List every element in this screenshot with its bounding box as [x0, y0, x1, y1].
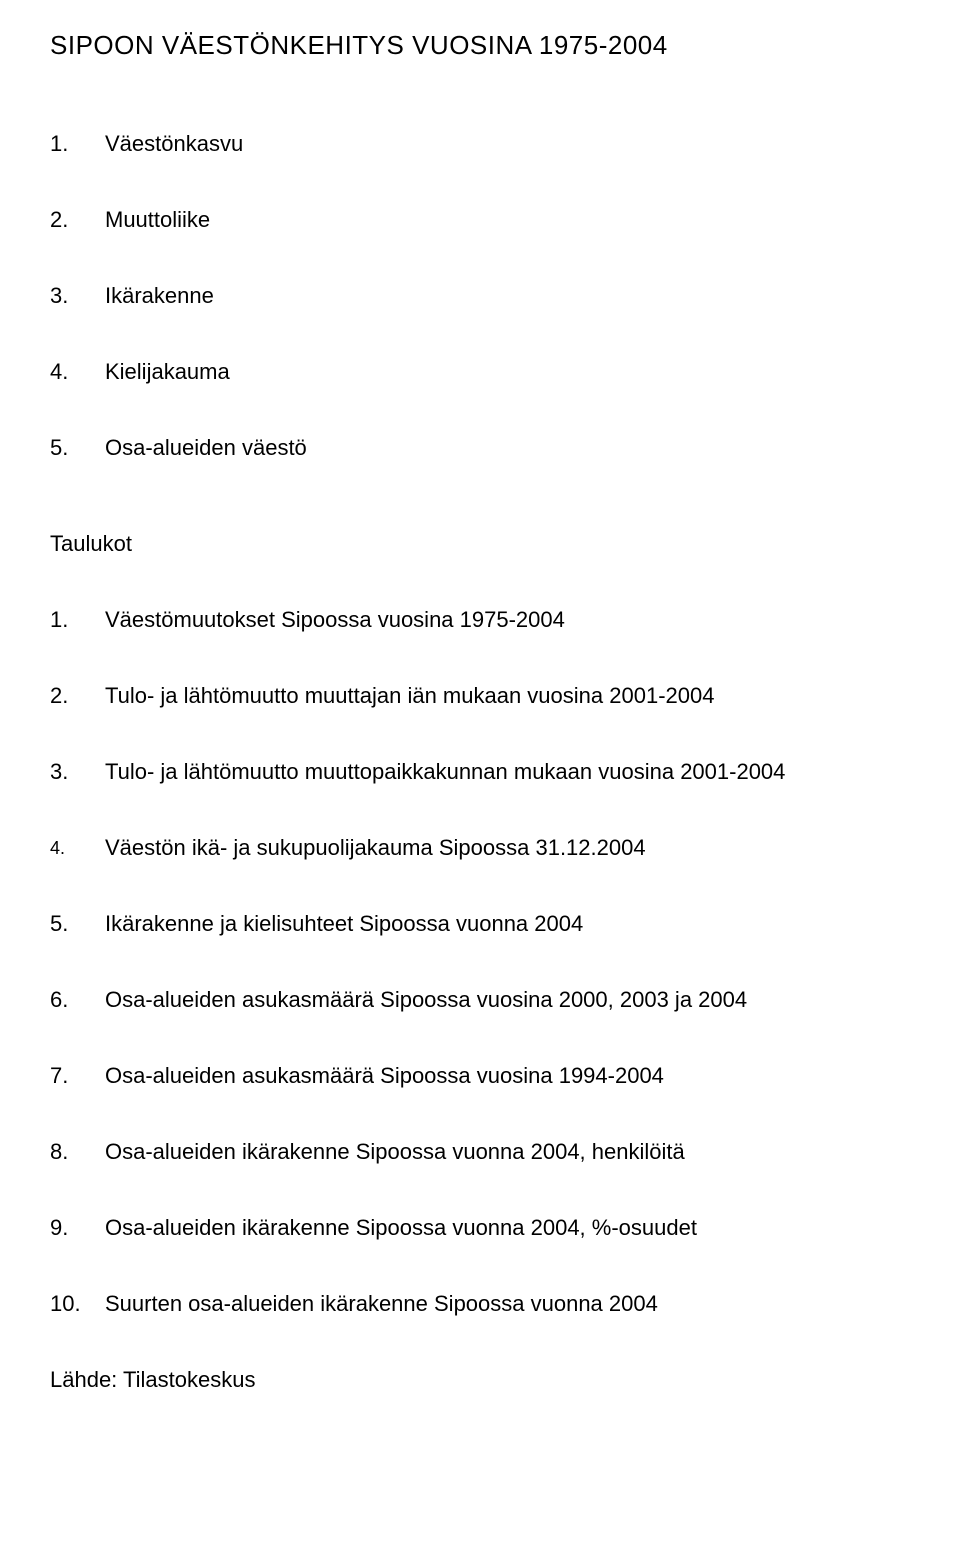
table-label: Osa-alueiden asukasmäärä Sipoossa vuosin… [105, 1063, 664, 1089]
table-number: 9. [50, 1215, 105, 1241]
section-number: 5. [50, 435, 105, 461]
table-item: 7.Osa-alueiden asukasmäärä Sipoossa vuos… [50, 1063, 910, 1089]
table-label: Ikärakenne ja kielisuhteet Sipoossa vuon… [105, 911, 583, 937]
table-item: 5.Ikärakenne ja kielisuhteet Sipoossa vu… [50, 911, 910, 937]
table-label: Tulo- ja lähtömuutto muuttajan iän mukaa… [105, 683, 714, 709]
section-label: Kielijakauma [105, 359, 230, 385]
section-list: 1.Väestönkasvu 2.Muuttoliike 3.Ikärakenne 4… [50, 131, 910, 461]
table-item: 9.Osa-alueiden ikärakenne Sipoossa vuonn… [50, 1215, 910, 1241]
section-number: 1. [50, 131, 105, 157]
section-label: Muuttoliike [105, 207, 210, 233]
section-item: 3.Ikärakenne [50, 283, 910, 309]
section-item: 4.Kielijakauma [50, 359, 910, 385]
table-label: Suurten osa-alueiden ikärakenne Sipoossa… [105, 1291, 658, 1317]
table-number: 8. [50, 1139, 105, 1165]
table-label: Osa-alueiden ikärakenne Sipoossa vuonna … [105, 1139, 685, 1165]
table-item: 6.Osa-alueiden asukasmäärä Sipoossa vuos… [50, 987, 910, 1013]
table-item: 4.Väestön ikä- ja sukupuolijakauma Sipoo… [50, 835, 910, 861]
table-item: 3.Tulo- ja lähtömuutto muuttopaikkakunna… [50, 759, 910, 785]
section-number: 3. [50, 283, 105, 309]
table-item: 10.Suurten osa-alueiden ikärakenne Sipoo… [50, 1291, 910, 1317]
table-label: Väestömuutokset Sipoossa vuosina 1975-20… [105, 607, 565, 633]
table-item: 2.Tulo- ja lähtömuutto muuttajan iän muk… [50, 683, 910, 709]
section-item: 5.Osa-alueiden väestö [50, 435, 910, 461]
table-label: Osa-alueiden ikärakenne Sipoossa vuonna … [105, 1215, 697, 1241]
page-title: SIPOON VÄESTÖNKEHITYS VUOSINA 1975-2004 [50, 30, 910, 61]
table-number: 4. [50, 835, 105, 861]
table-label: Osa-alueiden asukasmäärä Sipoossa vuosin… [105, 987, 747, 1013]
table-number: 6. [50, 987, 105, 1013]
table-label: Väestön ikä- ja sukupuolijakauma Sipooss… [105, 835, 646, 861]
table-number: 5. [50, 911, 105, 937]
table-number: 10. [50, 1291, 105, 1317]
table-label: Tulo- ja lähtömuutto muuttopaikkakunnan … [105, 759, 785, 785]
section-label: Väestönkasvu [105, 131, 243, 157]
source-line: Lähde: Tilastokeskus [50, 1367, 910, 1393]
section-item: 2.Muuttoliike [50, 207, 910, 233]
section-number: 4. [50, 359, 105, 385]
section-number: 2. [50, 207, 105, 233]
table-item: 8.Osa-alueiden ikärakenne Sipoossa vuonn… [50, 1139, 910, 1165]
table-number: 7. [50, 1063, 105, 1089]
table-number: 1. [50, 607, 105, 633]
table-list: 1.Väestömuutokset Sipoossa vuosina 1975-… [50, 607, 910, 1317]
table-number: 3. [50, 759, 105, 785]
tables-heading: Taulukot [50, 531, 910, 557]
section-item: 1.Väestönkasvu [50, 131, 910, 157]
section-label: Ikärakenne [105, 283, 214, 309]
table-item: 1.Väestömuutokset Sipoossa vuosina 1975-… [50, 607, 910, 633]
table-number: 2. [50, 683, 105, 709]
section-label: Osa-alueiden väestö [105, 435, 307, 461]
